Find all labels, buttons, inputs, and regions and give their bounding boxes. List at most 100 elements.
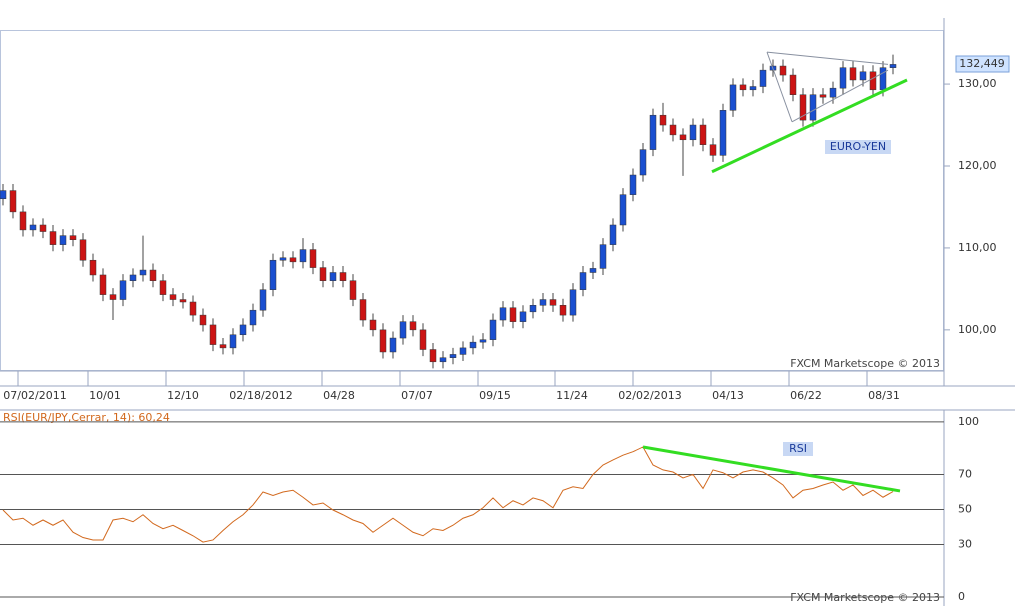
candle-body [589, 268, 597, 273]
candle-body [629, 174, 637, 195]
candle-body [359, 299, 367, 321]
candle-body [889, 64, 897, 68]
candle-body [879, 67, 887, 91]
candle-body [419, 329, 427, 350]
annotation-box [783, 442, 813, 456]
x-tick-label: 02/02/2013 [618, 389, 681, 402]
x-tick-label: 07/02/2011 [3, 389, 66, 402]
candle-body [289, 257, 297, 263]
candle-body [809, 94, 817, 121]
candle-body [869, 71, 877, 91]
y-tick-label: 110,00 [958, 241, 997, 254]
candle-body [639, 149, 647, 176]
candle-body [219, 344, 227, 349]
candle-body [519, 311, 527, 322]
candle-body [469, 341, 477, 349]
x-tick-label: 07/07 [401, 389, 433, 402]
candle-body [39, 224, 47, 232]
candle-body [549, 299, 557, 306]
y-tick-label: 70 [958, 467, 972, 480]
annotation-box [825, 140, 891, 154]
candle-body [839, 67, 847, 89]
candle-body [329, 272, 337, 281]
candle-body [739, 84, 747, 91]
candle-body [89, 259, 97, 276]
y-tick-label: 100 [958, 415, 979, 428]
y-tick-label: 50 [958, 502, 972, 515]
candle-body [849, 67, 857, 81]
trendline [791, 69, 889, 123]
candle-body [689, 124, 697, 141]
last-price-label: 132,449 [959, 57, 1005, 70]
candle-body [269, 259, 277, 290]
candle-body [509, 307, 517, 322]
candle-body [409, 321, 417, 331]
candle-body [69, 235, 77, 240]
y-tick-label: 0 [958, 590, 965, 603]
y-tick-label: 120,00 [958, 159, 997, 172]
candle-body [279, 257, 287, 261]
candle-body [719, 110, 727, 156]
candle-body [669, 124, 677, 136]
candle-body [829, 87, 837, 98]
annotation-label: EURO-YEN [830, 140, 886, 153]
candle-body [819, 94, 827, 98]
candle-body [349, 280, 357, 300]
candle-body [379, 329, 387, 353]
candle-body [239, 324, 247, 336]
y-tick-label: 100,00 [958, 323, 997, 336]
candle-body [189, 301, 197, 316]
candle-body [729, 84, 737, 111]
candle-body [789, 74, 797, 95]
candle-body [249, 309, 257, 326]
x-tick-label: 09/15 [479, 389, 511, 402]
candle-body [569, 289, 577, 316]
trendline [766, 51, 793, 122]
candle-body [579, 272, 587, 290]
candle-body [599, 244, 607, 269]
candle-body [339, 272, 347, 281]
candle-body [429, 349, 437, 363]
candle-body [709, 144, 717, 156]
candle-body [539, 299, 547, 306]
candle-body [369, 319, 377, 331]
candle-body [799, 94, 807, 121]
candle-body [49, 231, 57, 245]
candle-body [59, 235, 67, 245]
candle-body [749, 86, 757, 91]
x-tick-label: 11/24 [556, 389, 588, 402]
candle-body [0, 190, 7, 200]
candle-body [489, 319, 497, 340]
trendline [642, 445, 901, 493]
candle-body [319, 267, 327, 281]
candle-body [619, 194, 627, 226]
candle-body [9, 190, 17, 213]
trendline [711, 78, 908, 174]
candle-body [459, 347, 467, 355]
candle-body [159, 280, 167, 295]
candle-body [679, 134, 687, 141]
candle-body [759, 69, 767, 87]
candle-body [199, 314, 207, 326]
candle-body [229, 334, 237, 349]
candle-body [559, 305, 567, 316]
candle-body [399, 321, 407, 339]
candle-body [389, 337, 397, 353]
candle-body [699, 124, 707, 145]
rsi-title: RSI(EUR/JPY,Cerrar, 14): 60,24 [3, 411, 170, 424]
candle-body [779, 65, 787, 76]
candle-body [169, 294, 177, 300]
x-tick-label: 02/18/2012 [229, 389, 292, 402]
x-tick-label: 06/22 [790, 389, 822, 402]
candle-body [19, 211, 27, 231]
candle-body [439, 357, 447, 363]
rsi-line [2, 446, 894, 543]
candle-body [119, 280, 127, 300]
candle-body [109, 294, 117, 300]
trendline [766, 51, 889, 65]
candle-body [479, 339, 487, 343]
candle-body [309, 249, 317, 268]
candle-body [99, 274, 107, 295]
watermark: FXCM Marketscope © 2013 [790, 357, 940, 370]
